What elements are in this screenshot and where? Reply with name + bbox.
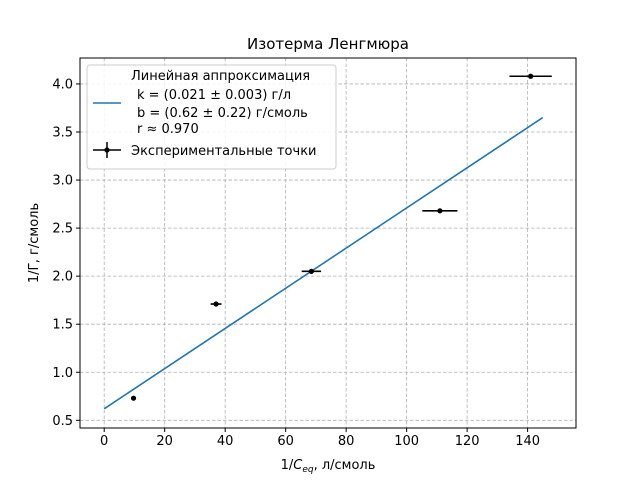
x-axis-label-suffix: , л/смоль <box>314 458 376 473</box>
x-axis-label-prefix: 1/ <box>281 458 294 473</box>
y-tick-label: 3.5 <box>52 126 73 141</box>
data-point <box>422 208 458 214</box>
data-marker <box>213 301 219 307</box>
data-marker <box>130 395 137 401</box>
y-tick-label: 3.0 <box>52 174 73 189</box>
legend-box <box>86 64 337 170</box>
x-tick-label: 40 <box>217 434 234 449</box>
grid <box>80 58 576 428</box>
x-tick-label: 140 <box>515 434 540 449</box>
y-tick-label: 1.5 <box>52 318 73 333</box>
plot-data <box>103 73 552 410</box>
data-marker <box>308 268 314 274</box>
x-tick-label: 20 <box>156 434 173 449</box>
x-axis-label: 1/Ceq, л/смоль <box>281 458 376 475</box>
data-marker <box>437 208 443 214</box>
fit-line <box>103 116 544 410</box>
legend-errorbar-swatch <box>93 142 121 158</box>
data-point <box>130 395 137 401</box>
data-point <box>210 301 222 307</box>
x-tick-label: 60 <box>277 434 294 449</box>
y-tick-label: 2.0 <box>52 270 73 285</box>
x-tick-label: 120 <box>455 434 480 449</box>
y-tick-label: 2.5 <box>52 222 73 237</box>
x-tick-label: 0 <box>100 434 108 449</box>
x-tick-label: 100 <box>394 434 419 449</box>
legend-fit-r: r ≈ 0.970 <box>137 122 199 137</box>
y-tick-label: 0.5 <box>52 414 73 429</box>
y-tick-label: 1.0 <box>52 366 73 381</box>
x-axis-label-sub: eq <box>302 465 314 475</box>
axis-ticks: 0 20 40 60 80 100 120 140 0.5 1.0 1.5 2.0 2.5 3.0 3.5 4… <box>52 77 540 449</box>
x-tick-label: 80 <box>338 434 355 449</box>
data-point <box>301 268 322 274</box>
x-axis-label-var: C <box>293 458 303 473</box>
plot-frame <box>79 57 577 429</box>
legend: Линейная аппроксимация k = (0.021 ± 0.00… <box>86 64 337 170</box>
legend-fit-k: k = (0.021 ± 0.003) г/л <box>137 88 291 103</box>
legend-points-label: Экспериментальные точки <box>131 144 317 159</box>
data-point <box>509 73 552 79</box>
legend-fit-b: b = (0.62 ± 0.22) г/смоль <box>137 106 308 121</box>
legend-fit-label: Линейная аппроксимация <box>131 69 310 84</box>
data-marker <box>528 73 534 79</box>
y-tick-label: 4.0 <box>52 77 73 92</box>
chart-title: Изотерма Ленгмюра <box>247 35 409 53</box>
y-axis-label: 1/Γ, г/смоль <box>27 203 42 283</box>
